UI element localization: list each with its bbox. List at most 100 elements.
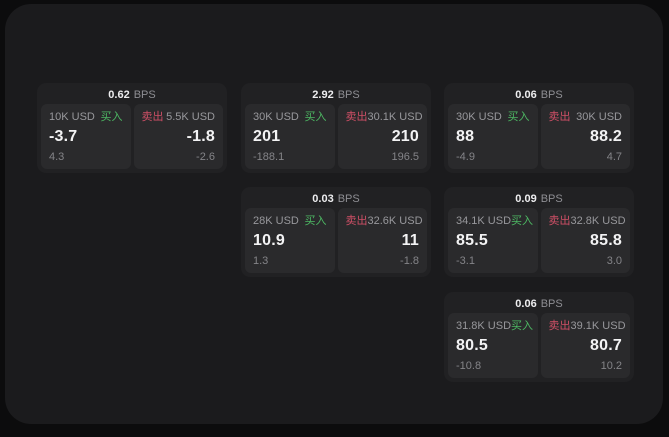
card-body: 34.1K USD 买入 85.5 -3.1 卖出 32.8K USD 85.8… [448, 208, 630, 273]
buy-delta: -4.9 [456, 151, 475, 163]
spread-unit-label: BPS [337, 192, 360, 205]
buy-side-label: 买入 [304, 215, 327, 227]
buy-panel[interactable]: 31.8K USD 买入 80.5 -10.8 [448, 313, 538, 378]
buy-delta: 1.3 [253, 255, 269, 267]
card-body: 30K USD 买入 201 -188.1 卖出 30.1K USD 210 1… [245, 104, 427, 169]
quote-cards-grid: 0.62 BPS 10K USD 买入 -3.7 4.3 卖出 5.5K USD… [5, 4, 663, 424]
sell-amount: 32.8K USD [570, 215, 626, 227]
sell-panel-header: 卖出 30.1K USD [345, 111, 423, 124]
spread-unit-label: BPS [540, 192, 563, 205]
sell-panel[interactable]: 卖出 39.1K USD 80.7 10.2 [540, 313, 630, 378]
buy-amount: 10K USD [49, 111, 95, 123]
quote-card[interactable]: 0.62 BPS 10K USD 买入 -3.7 4.3 卖出 5.5K USD… [37, 83, 227, 173]
buy-panel-header: 30K USD 买入 [456, 111, 530, 124]
sell-panel[interactable]: 卖出 5.5K USD -1.8 -2.6 [133, 104, 223, 169]
sell-price: 210 [391, 128, 419, 145]
buy-amount: 30K USD [253, 111, 299, 123]
buy-panel-header: 34.1K USD 买入 [456, 215, 533, 228]
sell-amount: 39.1K USD [570, 320, 626, 332]
buy-panel[interactable]: 34.1K USD 买入 85.5 -3.1 [448, 208, 538, 273]
sell-delta: -2.6 [196, 151, 215, 163]
buy-delta: -3.1 [456, 255, 475, 267]
sell-delta: 4.7 [606, 151, 622, 163]
buy-panel[interactable]: 10K USD 买入 -3.7 4.3 [41, 104, 131, 169]
sell-delta: -1.8 [400, 255, 419, 267]
sell-side-label: 卖出 [548, 215, 571, 227]
card-header: 0.06 BPS [444, 292, 634, 313]
sell-panel-header: 卖出 39.1K USD [548, 320, 626, 333]
sell-price: -1.8 [186, 128, 215, 145]
card-header: 0.62 BPS [37, 83, 227, 104]
card-header: 0.03 BPS [241, 187, 431, 208]
spread-value: 0.06 [515, 297, 537, 310]
spread-unit-label: BPS [540, 88, 563, 101]
sell-amount: 30.1K USD [367, 111, 423, 123]
buy-amount: 30K USD [456, 111, 502, 123]
spread-value: 0.03 [312, 192, 334, 205]
quote-card[interactable]: 2.92 BPS 30K USD 买入 201 -188.1 卖出 30.1K … [241, 83, 431, 173]
buy-panel-header: 30K USD 买入 [253, 111, 327, 124]
buy-amount: 34.1K USD [456, 215, 512, 227]
spread-value: 0.62 [108, 88, 130, 101]
sell-price: 88.2 [590, 128, 622, 145]
sell-price: 85.8 [590, 232, 622, 249]
buy-panel-header: 10K USD 买入 [49, 111, 123, 124]
sell-side-label: 卖出 [345, 215, 368, 227]
spread-unit-label: BPS [337, 88, 360, 101]
buy-panel[interactable]: 28K USD 买入 10.9 1.3 [245, 208, 335, 273]
quote-card[interactable]: 0.09 BPS 34.1K USD 买入 85.5 -3.1 卖出 32.8K… [444, 187, 634, 277]
buy-panel-header: 31.8K USD 买入 [456, 320, 534, 333]
sell-side-label: 卖出 [548, 320, 571, 332]
sell-price: 11 [401, 232, 419, 249]
buy-delta: 4.3 [49, 151, 65, 163]
quote-card[interactable]: 0.03 BPS 28K USD 买入 10.9 1.3 卖出 32.6K US… [241, 187, 431, 277]
sell-panel[interactable]: 卖出 32.8K USD 85.8 3.0 [540, 208, 630, 273]
buy-delta: -10.8 [456, 360, 482, 372]
card-body: 28K USD 买入 10.9 1.3 卖出 32.6K USD 11 -1.8 [245, 208, 427, 273]
buy-panel-header: 28K USD 买入 [253, 215, 327, 228]
sell-price: 80.7 [590, 337, 622, 354]
card-body: 31.8K USD 买入 80.5 -10.8 卖出 39.1K USD 80.… [448, 313, 630, 378]
sell-panel-header: 卖出 5.5K USD [142, 111, 216, 124]
spread-value: 0.09 [515, 192, 537, 205]
buy-amount: 28K USD [253, 215, 299, 227]
quote-card[interactable]: 0.06 BPS 31.8K USD 买入 80.5 -10.8 卖出 39.1… [444, 292, 634, 382]
sell-delta: 3.0 [606, 255, 622, 267]
buy-panel[interactable]: 30K USD 买入 88 -4.9 [448, 104, 538, 169]
buy-amount: 31.8K USD [456, 320, 512, 332]
buy-side-label: 买入 [511, 320, 534, 332]
spread-unit-label: BPS [133, 88, 156, 101]
buy-price: -3.7 [49, 128, 78, 145]
sell-amount: 5.5K USD [166, 111, 215, 123]
quote-card[interactable]: 0.06 BPS 30K USD 买入 88 -4.9 卖出 30K USD 8… [444, 83, 634, 173]
sell-panel-header: 卖出 32.8K USD [548, 215, 626, 228]
sell-panel[interactable]: 卖出 30K USD 88.2 4.7 [540, 104, 630, 169]
sell-side-label: 卖出 [345, 111, 368, 123]
buy-side-label: 买入 [100, 111, 123, 123]
sell-delta: 196.5 [391, 151, 419, 163]
buy-price: 85.5 [456, 232, 488, 249]
buy-side-label: 买入 [304, 111, 327, 123]
spread-value: 2.92 [312, 88, 334, 101]
sell-delta: 10.2 [600, 360, 622, 372]
card-body: 10K USD 买入 -3.7 4.3 卖出 5.5K USD -1.8 -2.… [41, 104, 223, 169]
spread-unit-label: BPS [540, 297, 563, 310]
sell-panel-header: 卖出 30K USD [549, 111, 623, 124]
sell-panel[interactable]: 卖出 30.1K USD 210 196.5 [337, 104, 427, 169]
buy-side-label: 买入 [507, 111, 530, 123]
buy-price: 80.5 [456, 337, 488, 354]
sell-side-label: 卖出 [141, 111, 164, 123]
buy-price: 88 [456, 128, 475, 145]
card-header: 0.06 BPS [444, 83, 634, 104]
sell-panel[interactable]: 卖出 32.6K USD 11 -1.8 [337, 208, 427, 273]
sell-amount: 30K USD [576, 111, 622, 123]
card-header: 0.09 BPS [444, 187, 634, 208]
buy-panel[interactable]: 30K USD 买入 201 -188.1 [245, 104, 335, 169]
sell-side-label: 卖出 [548, 111, 571, 123]
card-header: 2.92 BPS [241, 83, 431, 104]
buy-delta: -188.1 [253, 151, 285, 163]
spread-value: 0.06 [515, 88, 537, 101]
quote-board: 0.62 BPS 10K USD 买入 -3.7 4.3 卖出 5.5K USD… [5, 4, 663, 424]
buy-price: 10.9 [253, 232, 285, 249]
